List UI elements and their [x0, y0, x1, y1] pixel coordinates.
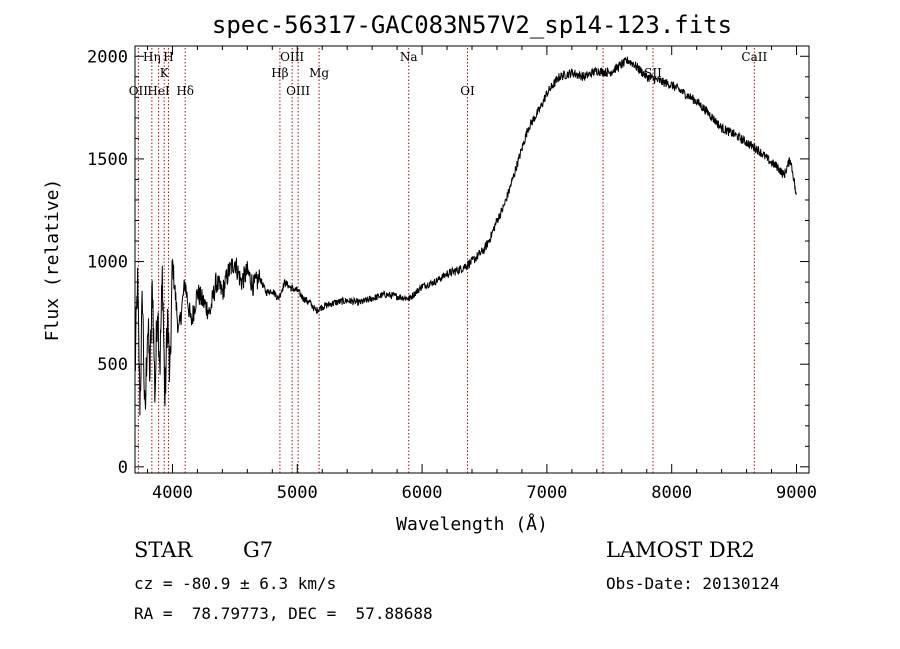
- object-type: STAR: [134, 538, 193, 562]
- y-tick-label-2: 1000: [87, 253, 128, 273]
- spectral-line-label-7: OIII: [280, 50, 304, 64]
- x-tick-label-5: 9000: [776, 483, 817, 503]
- spectral-line-label-5: Hδ: [176, 84, 194, 98]
- observation-date: Obs-Date: 20130124: [606, 574, 780, 593]
- x-tick-label-4: 8000: [651, 483, 692, 503]
- spectral-line-label-11: OI: [460, 84, 475, 98]
- y-tick-label-3: 1500: [87, 150, 128, 170]
- spectral-line-label-0: OII: [129, 84, 149, 98]
- spectral-line-label-4: H: [163, 50, 173, 64]
- spectral-line-label-6: Hβ: [271, 66, 288, 80]
- ticks-layer: 4000 5000 6000 7000 8000 9000 0 500 1000 1500 2000: [87, 46, 817, 503]
- x-axis-label: Wavelength (Å): [396, 513, 548, 535]
- spectrum-series-line: [134, 56, 797, 416]
- spectral-line-label-10: Na: [400, 50, 418, 64]
- survey-name: LAMOST DR2: [606, 538, 755, 562]
- chart-title: spec-56317-GAC083N57V2_sp14-123.fits: [212, 11, 732, 39]
- y-tick-label-1: 500: [97, 355, 128, 375]
- y-axis-label: Flux (relative): [42, 179, 63, 342]
- spectral-line-label-3: K: [160, 66, 170, 80]
- y-tick-label-0: 0: [118, 458, 128, 478]
- y-tick-label-4: 2000: [87, 47, 128, 67]
- x-tick-label-0: 4000: [152, 483, 193, 503]
- object-subclass: G7: [243, 538, 274, 562]
- spectral-line-label-1: Hη: [143, 50, 161, 64]
- x-tick-label-1: 5000: [277, 483, 318, 503]
- spectral-line-label-9: Mg: [309, 66, 329, 80]
- plot-layer: [134, 56, 797, 416]
- x-tick-label-3: 7000: [526, 483, 567, 503]
- x-tick-label-2: 6000: [402, 483, 443, 503]
- spectral-line-label-8: OIII: [286, 84, 310, 98]
- spectral-line-label-14: CaII: [741, 50, 767, 64]
- spectral-line-label-2: HeI: [147, 84, 170, 98]
- coordinates: RA = 78.79773, DEC = 57.88688: [134, 604, 433, 623]
- redshift-cz: cz = -80.9 ± 6.3 km/s: [134, 574, 337, 593]
